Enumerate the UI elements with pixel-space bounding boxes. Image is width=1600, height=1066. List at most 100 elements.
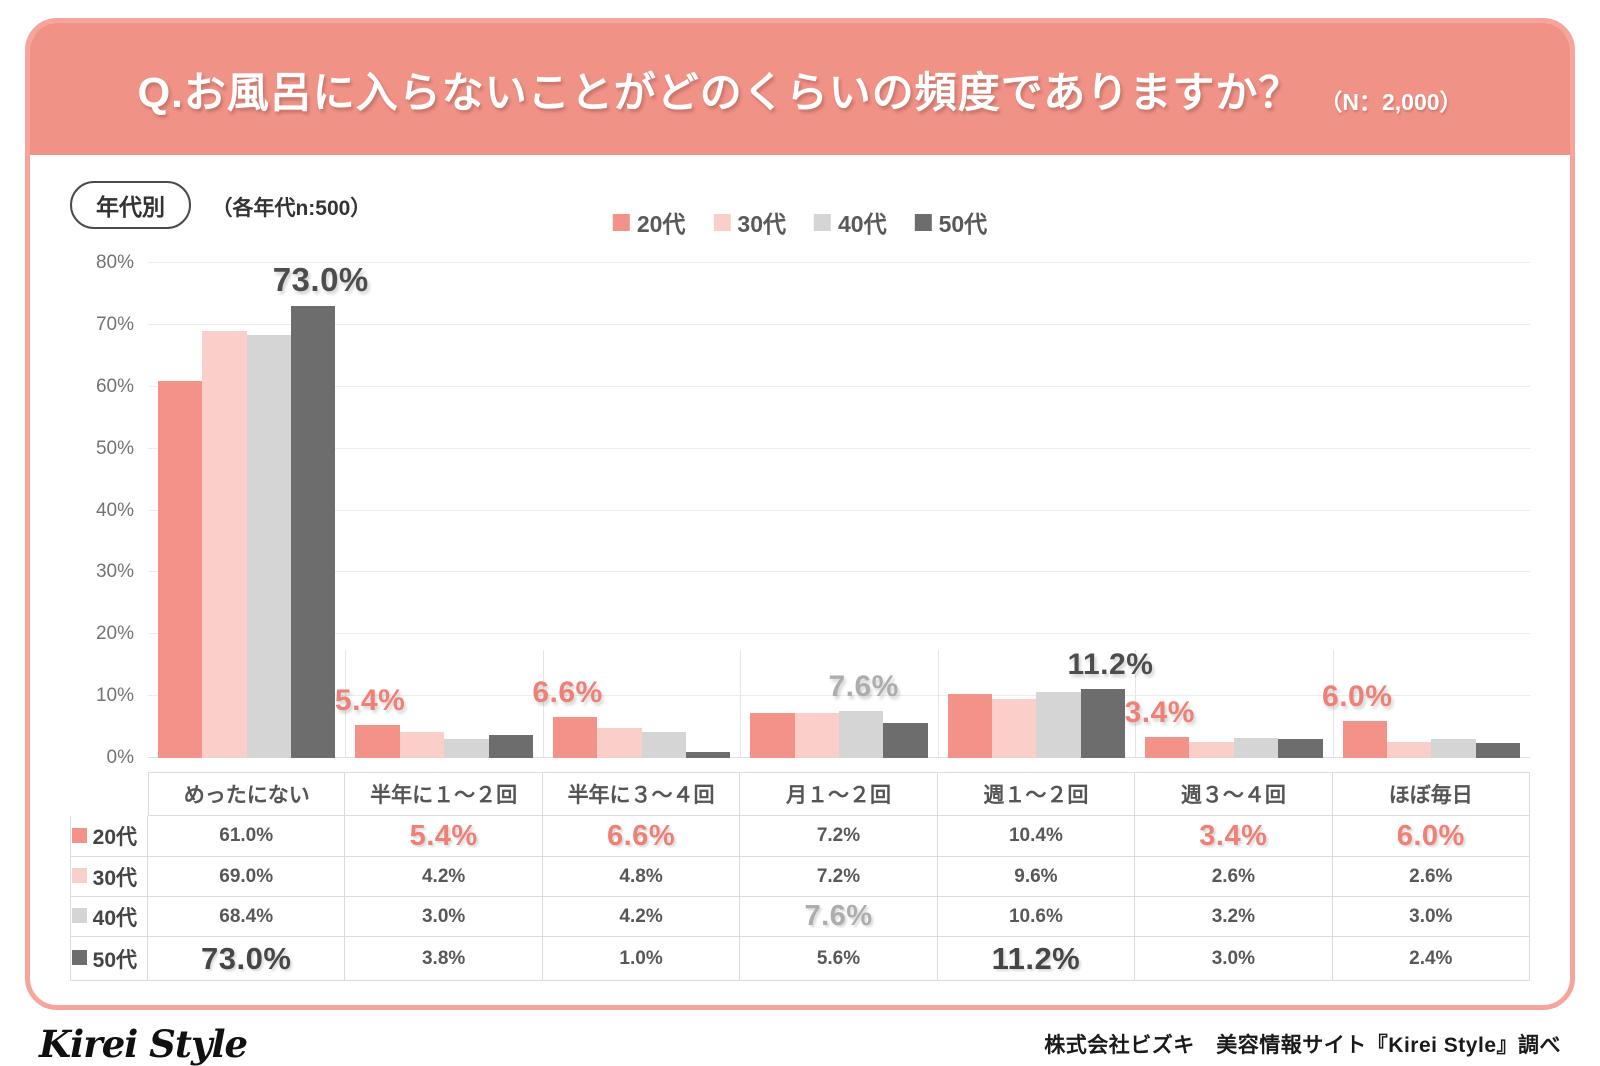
value-cell: 9.6% — [937, 857, 1136, 897]
kirei-style-logo: Kirei Style — [39, 1022, 248, 1066]
plot-area: 73.0% 5.4% 6.6% 7.6% 11.2% 3.4% 6.0% — [148, 261, 1530, 758]
per-group-sample-note: （各年代n:500） — [211, 197, 372, 220]
category-header-cell: 週１〜２回 — [937, 772, 1136, 816]
value-cell: 5.4% — [345, 816, 543, 857]
bar — [750, 713, 795, 758]
bar — [947, 693, 993, 758]
bar — [444, 739, 489, 758]
value-cell: 3.0% — [1135, 937, 1333, 981]
legend-item: 50代 — [914, 205, 987, 239]
grid-line — [148, 447, 1530, 449]
bar — [1233, 738, 1279, 758]
y-tick-label: 70% — [95, 313, 134, 335]
row-label: 30代 — [70, 857, 148, 897]
bar-group: 73.0% — [148, 261, 368, 758]
value-annotation: 11.2% — [1067, 647, 1154, 681]
value-cell: 4.8% — [542, 857, 741, 897]
legend: 20代 30代 40代 50代 — [612, 205, 987, 239]
value-cell: 3.8% — [345, 937, 543, 981]
category-header-cell: 月１〜２回 — [740, 772, 938, 816]
row-label: 50代 — [70, 937, 148, 981]
bar — [794, 713, 839, 758]
bar-group: 6.0% — [1322, 263, 1530, 758]
bar — [202, 331, 247, 758]
row-label-text: 20代 — [92, 826, 137, 849]
value-annotation: 3.4% — [1124, 695, 1195, 729]
row-label-text: 50代 — [92, 948, 137, 972]
value-cell: 3.4% — [1135, 816, 1333, 857]
series-color-chip-icon — [71, 827, 87, 843]
grid-line — [148, 571, 1530, 573]
bar — [685, 751, 731, 758]
value-cell: 7.2% — [740, 816, 938, 857]
bar-group: 7.6% — [740, 263, 937, 758]
legend-swatch-icon — [914, 213, 932, 231]
value-cell: 2.4% — [1332, 937, 1530, 981]
question-header: Q.お風呂に入らないことがどのくらいの頻度でありますか？ （N：2,000） — [30, 23, 1570, 155]
value-cell: 68.4% — [148, 897, 346, 937]
bar-group: 5.4% — [335, 263, 542, 758]
bar-group: 6.6% — [532, 263, 740, 758]
value-cell: 3.0% — [1332, 897, 1530, 937]
value-annotation: 73.0% — [272, 261, 369, 299]
value-cell: 3.0% — [345, 897, 543, 937]
y-tick-label: 40% — [95, 499, 134, 521]
value-cell: 5.6% — [740, 937, 938, 981]
question-title: Q.お風呂に入らないことがどのくらいの頻度でありますか？ — [137, 68, 1302, 116]
value-cell: 73.0% — [148, 937, 346, 981]
bar-groups: 73.0% 5.4% 6.6% 7.6% 11.2% 3.4% 6.0% — [148, 261, 1530, 758]
value-cell: 61.0% — [148, 816, 346, 857]
bar — [355, 724, 400, 758]
value-cell: 7.6% — [740, 897, 938, 937]
value-annotation: 6.0% — [1322, 679, 1393, 713]
legend-label: 20代 — [636, 211, 686, 237]
sample-size: （N：2,000） — [1319, 89, 1463, 115]
y-tick-label: 80% — [95, 252, 134, 273]
value-cell: 4.2% — [542, 897, 741, 937]
legend-item: 30代 — [713, 205, 786, 239]
value-annotation: 7.6% — [828, 669, 899, 703]
series-color-chip-icon — [71, 908, 87, 923]
bar — [1475, 743, 1520, 758]
row-label-text: 30代 — [92, 866, 137, 890]
bar — [1386, 741, 1432, 758]
grid-line — [148, 695, 1530, 697]
bar — [597, 728, 642, 758]
chart-meta-row: 年代別 （各年代n:500） 20代 30代 40代 50代 — [70, 177, 1530, 237]
series-color-chip-icon — [71, 950, 87, 965]
grid-line — [148, 509, 1530, 511]
chart-panel: 年代別 （各年代n:500） 20代 30代 40代 50代 80% 70% 60% 50%… — [30, 155, 1570, 981]
y-tick-label: 30% — [95, 561, 134, 583]
category-header-cell: 週３〜４回 — [1135, 772, 1333, 816]
bar — [158, 380, 203, 758]
value-cell: 3.2% — [1135, 897, 1333, 937]
value-cell: 4.2% — [345, 857, 543, 897]
bar — [992, 698, 1037, 758]
value-cell: 6.6% — [542, 816, 741, 857]
category-header-cell: 半年に１〜２回 — [345, 772, 543, 816]
bar — [552, 717, 598, 758]
value-cell: 1.0% — [542, 937, 741, 981]
value-cell: 69.0% — [148, 857, 346, 897]
bar — [838, 710, 884, 758]
bar — [488, 734, 533, 758]
bar — [1036, 692, 1081, 758]
y-tick-label: 10% — [95, 685, 134, 707]
category-header-cell: めったにない — [148, 772, 346, 816]
value-cell: 10.6% — [937, 897, 1136, 937]
bar — [1431, 739, 1476, 758]
value-cell: 10.4% — [937, 816, 1136, 857]
bar — [1145, 736, 1190, 758]
bar-group: 11.2% — [937, 263, 1153, 758]
y-tick-label: 50% — [95, 437, 134, 459]
grid-line — [148, 633, 1530, 635]
legend-label: 40代 — [838, 211, 887, 237]
value-cell: 7.2% — [740, 857, 938, 897]
data-table: めったにない 半年に１〜２回 半年に３〜４回 月１〜２回 週１〜２回 週３〜４回 ほぼ毎日 2… — [70, 772, 1530, 981]
bar — [1189, 741, 1234, 758]
bar — [246, 334, 292, 758]
grid-line — [148, 262, 1530, 263]
row-label: 20代 — [70, 816, 148, 857]
y-tick-label: 20% — [95, 623, 134, 645]
bar — [641, 732, 686, 758]
